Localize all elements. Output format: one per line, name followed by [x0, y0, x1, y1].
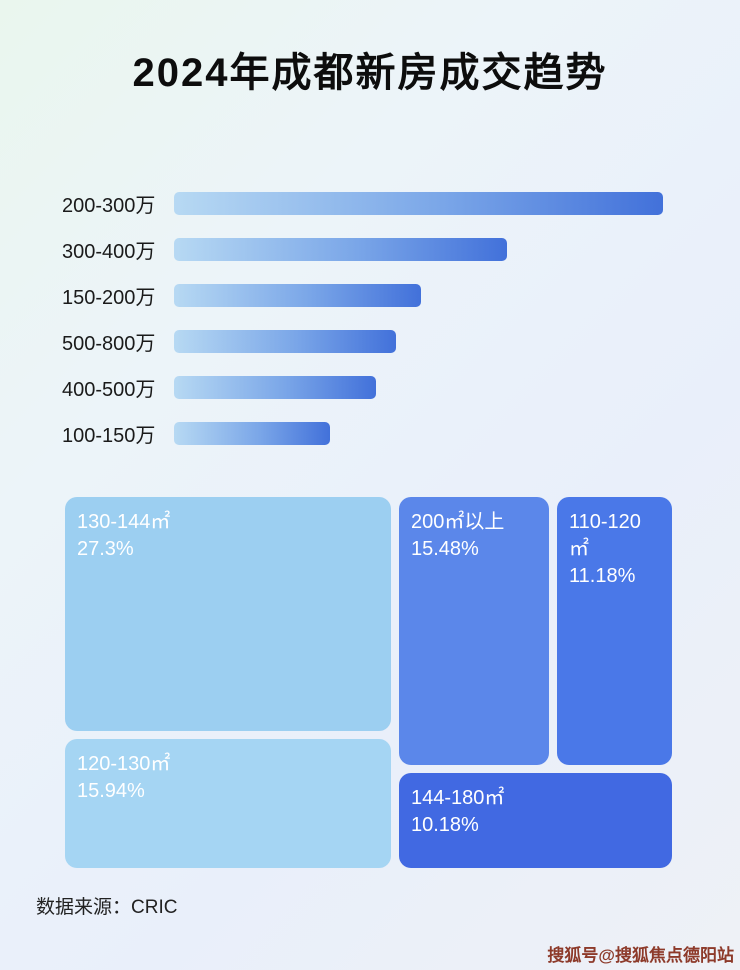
treemap-block-value: 15.94% — [77, 780, 145, 802]
bar-row: 150-200万 — [62, 272, 678, 318]
bar — [174, 191, 663, 215]
area-share-treemap: 130-144㎡ 27.3% 200㎡以上 15.48% 110-120㎡ 11… — [65, 497, 672, 868]
bar-track — [174, 237, 678, 261]
bar — [174, 329, 396, 353]
treemap-block-200-plus: 200㎡以上 15.48% — [399, 497, 549, 765]
bar-row: 100-150万 — [62, 410, 678, 456]
bar-row: 500-800万 — [62, 318, 678, 364]
bar-category-label: 400-500万 — [62, 378, 156, 401]
treemap-block-value: 10.18% — [411, 814, 479, 836]
bar-row: 300-400万 — [62, 226, 678, 272]
treemap-block-144-180: 144-180㎡ 10.18% — [399, 773, 672, 868]
bar-category-label: 100-150万 — [62, 424, 156, 447]
treemap-block-110-120: 110-120㎡ 11.18% — [557, 497, 672, 765]
bar-category-label: 300-400万 — [62, 240, 156, 263]
bar-category-label: 500-800万 — [62, 332, 156, 355]
treemap-block-label: 110-120㎡ — [569, 511, 641, 560]
bar-row: 400-500万 — [62, 364, 678, 410]
treemap-block-value: 15.48% — [411, 538, 479, 560]
page-title: 2024年成都新房成交趋势 — [132, 51, 608, 95]
bar-category-label: 200-300万 — [62, 194, 156, 217]
bar-track — [174, 283, 678, 307]
treemap-block-value: 27.3% — [77, 538, 134, 560]
bar — [174, 237, 507, 261]
treemap-block-label: 144-180㎡ — [411, 787, 505, 809]
data-source: 数据来源：CRIC — [36, 897, 178, 918]
bar — [174, 421, 331, 445]
treemap-block-label: 200㎡以上 — [411, 511, 505, 533]
treemap-block-label: 120-130㎡ — [77, 753, 171, 775]
price-range-bar-chart: 200-300万 300-400万 150-200万 500-800万 400-500万… — [62, 180, 678, 456]
bar-track — [174, 329, 678, 353]
bar-track — [174, 375, 678, 399]
treemap-block-value: 11.18% — [569, 565, 636, 587]
treemap-block-120-130: 120-130㎡ 15.94% — [65, 739, 391, 868]
watermark: 搜狐号@搜狐焦点德阳站 — [547, 946, 734, 965]
bar-track — [174, 421, 678, 445]
bar-track — [174, 191, 678, 215]
treemap-block-label: 130-144㎡ — [77, 511, 171, 533]
bar-category-label: 150-200万 — [62, 286, 156, 309]
bar — [174, 283, 421, 307]
bar-row: 200-300万 — [62, 180, 678, 226]
bar — [174, 375, 376, 399]
treemap-block-130-144: 130-144㎡ 27.3% — [65, 497, 391, 731]
